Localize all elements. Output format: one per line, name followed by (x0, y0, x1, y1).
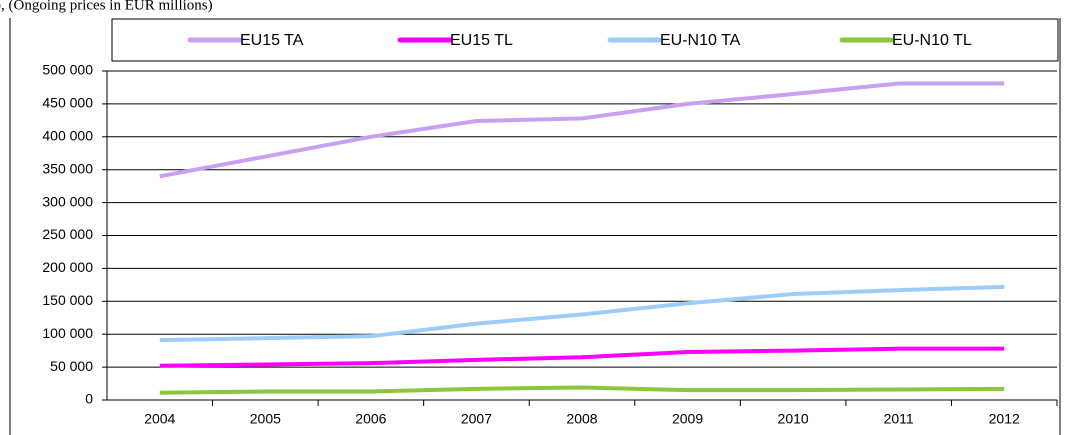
legend-label: EU-N10 TL (892, 32, 972, 49)
chart-caption: ), (Ongoing prices in EUR millions) (0, 0, 213, 13)
series-line (159, 346, 1005, 368)
x-tick-label: 2004 (144, 411, 175, 427)
legend-label: EU-N10 TA (660, 32, 741, 49)
y-tick-label: 400 000 (42, 128, 93, 144)
x-tick-label: 2012 (989, 411, 1020, 427)
y-tick-label: 50 000 (50, 358, 93, 374)
x-tick-label: 2009 (672, 411, 703, 427)
x-tick-label: 2011 (884, 411, 914, 427)
y-tick-label: 450 000 (42, 95, 93, 111)
series-line (159, 284, 1005, 343)
x-tick-label: 2010 (778, 411, 809, 427)
y-tick-label: 100 000 (42, 325, 93, 341)
legend-label: EU15 TL (450, 32, 513, 49)
legend-box (111, 18, 1059, 62)
y-tick-label: 0 (85, 391, 93, 407)
y-tick-label: 300 000 (42, 193, 93, 209)
y-tick-label: 150 000 (42, 292, 93, 308)
y-tick-label: 200 000 (42, 259, 93, 275)
x-tick-label: 2008 (566, 411, 597, 427)
series-line (159, 81, 1005, 179)
x-tick-label: 2007 (461, 411, 492, 427)
y-tick-label: 350 000 (42, 160, 93, 176)
legend-label: EU15 TA (240, 32, 304, 49)
y-tick-label: 500 000 (42, 62, 93, 78)
series-line (159, 385, 1005, 395)
x-tick-label: 2006 (355, 411, 386, 427)
y-tick-label: 250 000 (42, 226, 93, 242)
x-tick-label: 2005 (250, 411, 281, 427)
